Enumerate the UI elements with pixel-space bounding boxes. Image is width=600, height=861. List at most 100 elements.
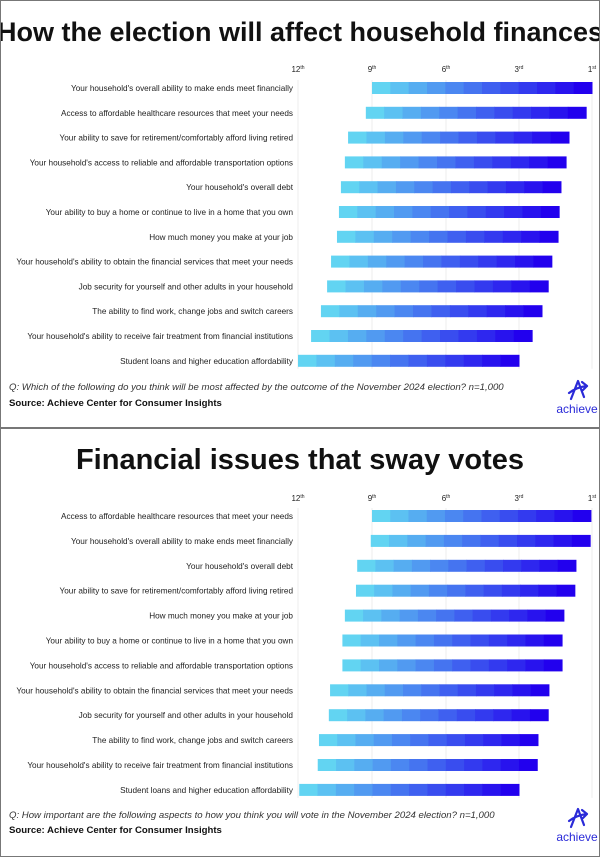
bar-segment [553, 534, 573, 547]
bar-segment [527, 609, 547, 622]
bar-segment [437, 156, 456, 169]
bar-segment [512, 684, 532, 697]
bar-segment [384, 106, 404, 119]
bar [330, 684, 550, 697]
bar [357, 559, 577, 572]
category-label: Student loans and higher education affor… [120, 786, 294, 795]
bar-segment [505, 181, 525, 194]
source-note: Source: Achieve Center for Consumer Insi… [9, 825, 222, 836]
category-label: Your household's access to reliable and … [30, 158, 293, 167]
x-tick-label: 1st [588, 65, 597, 74]
bar [355, 584, 576, 597]
bar-segment [430, 559, 449, 572]
bar-segment [475, 106, 495, 119]
bar-segment [457, 684, 477, 697]
source-note: Source: Achieve Center for Consumer Insi… [9, 398, 222, 409]
bar-segment [342, 659, 362, 672]
bar [299, 783, 520, 796]
bar [317, 759, 538, 771]
bar-segment [408, 354, 428, 367]
bar-segment [490, 609, 510, 622]
bar-segment [334, 354, 354, 367]
bar [331, 255, 553, 268]
bar-segment [393, 206, 413, 218]
bar-segment [336, 230, 356, 243]
bar-segment [525, 659, 545, 672]
category-label: Your ability to buy a home or continue t… [46, 637, 294, 646]
bar-segment [549, 106, 569, 119]
bar [311, 330, 533, 342]
category-label: Access to affordable healthcare resource… [61, 512, 293, 521]
bar-segment [504, 206, 523, 218]
bar-segment [465, 584, 485, 597]
bar-segment [320, 305, 340, 318]
bar-segment [449, 206, 468, 218]
bar-segment [390, 354, 409, 367]
bar-segment [440, 131, 460, 144]
bar-segment [470, 659, 490, 672]
bar-segment [500, 759, 520, 771]
bar-segment [426, 510, 446, 522]
bar-segment [390, 759, 410, 771]
bar-segment [409, 783, 428, 796]
bar-segment [401, 709, 421, 722]
bar-segment [311, 330, 330, 342]
chart-panel-household-finances: How the election will affect household f… [0, 0, 600, 428]
bar-segment [498, 534, 518, 547]
bar-segment [329, 330, 349, 342]
bar-segment [421, 330, 441, 342]
bar [338, 206, 560, 218]
bar-segment [375, 206, 395, 218]
bar-segment [372, 783, 392, 796]
bar-segment [403, 131, 423, 144]
x-tick-label: 1st [588, 494, 597, 503]
bar-segment [431, 305, 451, 318]
bar-segment [455, 156, 475, 169]
bar-segment [463, 354, 483, 367]
bar-segment [359, 181, 379, 194]
bar-segment [348, 684, 368, 697]
category-label: Access to affordable healthcare resource… [61, 109, 293, 118]
bar-segment [448, 559, 468, 572]
bar-segment [543, 659, 563, 672]
category-label: Your household's ability to receive fair… [27, 761, 293, 770]
bar-segment [390, 510, 409, 522]
bar-segment [493, 709, 513, 722]
bar-segment [402, 106, 422, 119]
bar-segment [366, 330, 386, 342]
category-label: Your ability to buy a home or continue t… [46, 208, 294, 217]
category-label: How much money you make at your job [149, 612, 293, 621]
bar-segment [392, 230, 412, 243]
category-label: Your household's ability to obtain the f… [16, 258, 293, 267]
bar-segment [464, 734, 484, 747]
bar-segment [501, 734, 521, 747]
bar-segment [397, 634, 417, 647]
bar-segment [475, 709, 494, 722]
bar-segment [557, 559, 577, 572]
bar-segment [357, 305, 377, 318]
bar-segment [545, 609, 565, 622]
bar-segment [480, 534, 500, 547]
bar-segment [520, 584, 539, 597]
category-label: The ability to find work, change jobs an… [92, 736, 293, 745]
bar-segment [485, 206, 505, 218]
bar-segment [462, 534, 481, 547]
bar-segment [421, 684, 440, 697]
chart-svg: Financial issues that sway votes 12th 9th 6… [9, 444, 598, 844]
bar-segment [430, 206, 450, 218]
bar-segment [521, 559, 540, 572]
bar-segment [410, 584, 430, 597]
bar-segment [410, 734, 429, 747]
bar-segment [400, 280, 420, 293]
bar [298, 354, 520, 367]
bar-segment [433, 659, 453, 672]
bar-segment [512, 106, 532, 119]
bar-segment [365, 709, 385, 722]
bar-segment [499, 510, 519, 522]
bar-segment [335, 783, 355, 796]
bar-segment [355, 734, 375, 747]
bar-segment [440, 330, 459, 342]
x-tick-label: 12th [291, 65, 304, 74]
bar-segment [379, 659, 398, 672]
bar-segment [381, 156, 401, 169]
